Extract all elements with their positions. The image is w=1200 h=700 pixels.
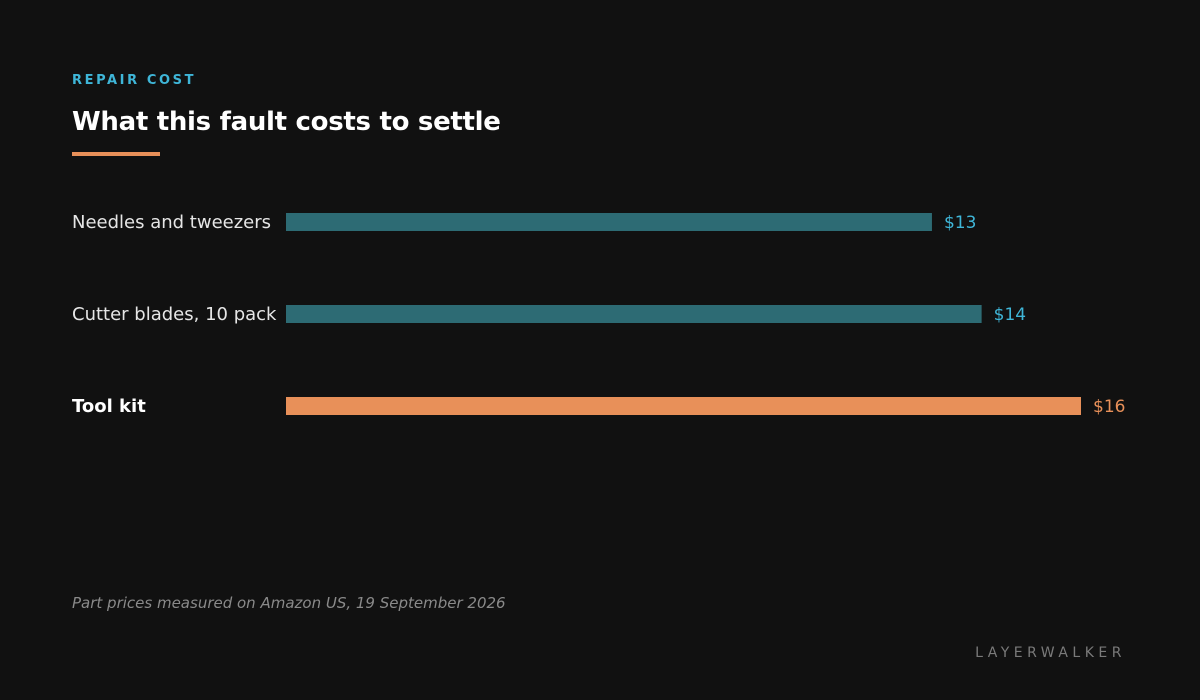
source-note: Part prices measured on Amazon US, 19 Se… bbox=[72, 594, 506, 612]
chart-title: What this fault costs to settle bbox=[72, 107, 501, 137]
value-label: $13 bbox=[944, 213, 976, 233]
bar-2 bbox=[286, 397, 1081, 415]
bar-1 bbox=[286, 305, 982, 323]
value-label: $16 bbox=[1093, 397, 1125, 417]
category-label: Tool kit bbox=[72, 396, 146, 417]
bar-0 bbox=[286, 213, 932, 231]
value-label: $14 bbox=[994, 305, 1026, 325]
eyebrow-label: REPAIR COST bbox=[72, 73, 197, 88]
brand-wordmark: LAYERWALKER bbox=[975, 645, 1126, 661]
title-accent-rule bbox=[72, 152, 160, 156]
category-label: Cutter blades, 10 pack bbox=[72, 304, 277, 325]
category-label: Needles and tweezers bbox=[72, 212, 271, 233]
